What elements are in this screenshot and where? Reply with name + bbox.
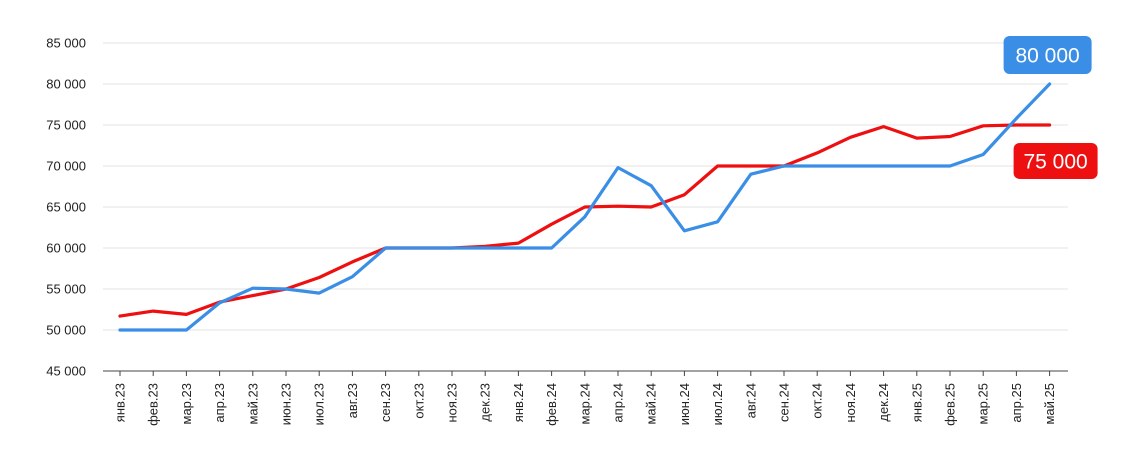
x-tick-label: июл.23 bbox=[312, 383, 327, 425]
x-tick-label: янв.25 bbox=[909, 383, 924, 422]
y-tick-label: 60 000 bbox=[46, 241, 86, 256]
x-tick-label: ноя.24 bbox=[843, 383, 858, 423]
x-tick-label: июн.23 bbox=[279, 383, 294, 425]
end-labels: 75 000 80 000 bbox=[1003, 36, 1098, 179]
x-tick-label: май.24 bbox=[644, 383, 659, 425]
x-tick-label: янв.23 bbox=[113, 383, 128, 422]
x-tick-label: ноя.23 bbox=[445, 383, 460, 423]
x-tick-label: авг.24 bbox=[743, 383, 758, 418]
x-tick-label: дек.23 bbox=[478, 383, 493, 422]
x-tick-label: мар.25 bbox=[976, 383, 991, 424]
end-label-box-1 bbox=[1013, 143, 1098, 179]
series-lines bbox=[118, 82, 1052, 332]
x-axis-ticks: янв.23 фев.23 мар.23 апр.23 май.23 июн.23 июл.… bbox=[113, 383, 1058, 426]
end-label-box-2 bbox=[1003, 36, 1092, 74]
x-tick-label: июл.24 bbox=[710, 383, 725, 425]
end-label-2: 80 000 bbox=[1015, 45, 1079, 68]
x-tick-label: апр.24 bbox=[611, 383, 626, 423]
x-tick-label: мар.23 bbox=[179, 383, 194, 424]
y-tick-label: 70 000 bbox=[46, 159, 86, 174]
x-tick-label: май.25 bbox=[1042, 383, 1057, 425]
x-tick-label: окт.24 bbox=[810, 383, 825, 419]
x-tick-label: сен.24 bbox=[777, 383, 792, 422]
y-tick-label: 85 000 bbox=[46, 36, 86, 51]
x-tick-label: авг.23 bbox=[345, 383, 360, 418]
x-tick-label: дек.24 bbox=[876, 383, 891, 422]
y-axis-ticks: 45 000 50 000 55 000 60 000 65 000 70 000 75 0… bbox=[46, 36, 86, 379]
x-tick-label: фев.24 bbox=[544, 383, 559, 426]
y-tick-label: 65 000 bbox=[46, 200, 86, 215]
x-tick-label: апр.25 bbox=[1009, 383, 1024, 423]
axes bbox=[103, 370, 1068, 376]
x-tick-label: апр.23 bbox=[212, 383, 227, 423]
y-tick-label: 50 000 bbox=[46, 323, 86, 338]
y-tick-label: 55 000 bbox=[46, 282, 86, 297]
y-tick-label: 80 000 bbox=[46, 77, 86, 92]
x-tick-label: июн.24 bbox=[677, 383, 692, 425]
series-line-1 bbox=[118, 123, 1052, 318]
x-tick-label: май.23 bbox=[245, 383, 260, 425]
y-tick-label: 45 000 bbox=[46, 364, 86, 379]
gridlines bbox=[103, 42, 1068, 331]
x-tick-label: янв.24 bbox=[511, 383, 526, 422]
x-tick-label: мар.24 bbox=[577, 383, 592, 424]
x-tick-label: фев.25 bbox=[943, 383, 958, 426]
x-tick-label: фев.23 bbox=[146, 383, 161, 426]
end-label-1: 75 000 bbox=[1023, 151, 1087, 174]
series-line-2 bbox=[118, 82, 1052, 332]
x-tick-label: окт.23 bbox=[411, 383, 426, 419]
x-tick-label: сен.23 bbox=[378, 383, 393, 422]
y-tick-label: 75 000 bbox=[46, 118, 86, 133]
